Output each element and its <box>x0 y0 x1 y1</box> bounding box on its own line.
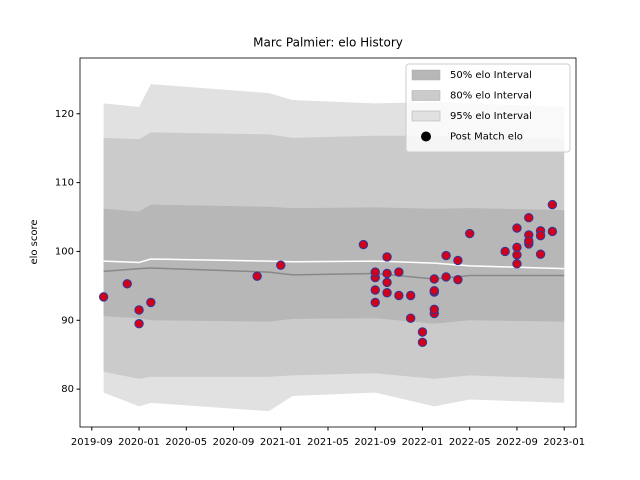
x-tick-label: 2020-01 <box>118 437 160 448</box>
data-point <box>535 230 546 241</box>
data-point <box>370 267 380 277</box>
data-point <box>98 292 109 302</box>
x-tick-label: 2023-01 <box>543 437 585 448</box>
data-point <box>405 313 416 323</box>
data-point <box>441 250 451 261</box>
data-point <box>429 274 439 284</box>
x-tick-label: 2021-01 <box>260 437 302 448</box>
legend-swatch <box>411 69 441 81</box>
data-point <box>276 260 286 270</box>
data-point <box>429 285 439 296</box>
legend: 50% elo Interval 80% elo Interval 95% elo … <box>405 63 571 153</box>
plot-area <box>98 84 565 412</box>
data-point <box>417 327 428 337</box>
y-tick-label: 90 <box>61 315 74 326</box>
data-point <box>252 271 262 281</box>
data-point <box>417 337 428 348</box>
y-tick-label: 110 <box>55 178 74 189</box>
data-point <box>382 277 392 288</box>
data-point <box>453 274 463 285</box>
data-point <box>370 297 380 308</box>
chart-title: Marc Palmier: elo History <box>253 36 403 50</box>
legend-marker <box>421 131 431 142</box>
data-point <box>441 272 451 282</box>
data-point <box>382 252 392 262</box>
data-point <box>512 242 522 253</box>
data-point <box>453 255 463 266</box>
legend-label: 50% elo Interval <box>450 70 532 81</box>
x-tick-label: 2020-09 <box>213 437 255 448</box>
x-tick-label: 2021-05 <box>307 437 349 448</box>
x-tick-label: 2022-05 <box>449 437 491 448</box>
data-point <box>382 288 392 298</box>
y-axis-label: elo score <box>29 219 40 264</box>
data-point <box>370 285 380 295</box>
data-point <box>358 239 369 250</box>
data-point <box>524 213 534 223</box>
x-tick-label: 2020-05 <box>165 437 207 448</box>
x-tick-label: 2019-09 <box>71 437 113 448</box>
data-point <box>512 259 522 269</box>
legend-label: 95% elo Interval <box>450 111 532 122</box>
data-point <box>405 290 416 301</box>
data-point <box>134 305 144 315</box>
data-point <box>500 246 510 257</box>
data-point <box>394 267 404 277</box>
data-point <box>394 290 404 301</box>
data-point <box>535 249 546 259</box>
interval-band <box>103 204 565 324</box>
data-point <box>524 236 534 246</box>
data-point <box>146 297 156 308</box>
legend-label: 80% elo Interval <box>450 91 532 102</box>
legend-swatch <box>411 110 441 122</box>
data-point <box>382 268 392 279</box>
legend-swatch <box>411 90 441 101</box>
data-point <box>547 199 558 210</box>
x-tick-label: 2022-09 <box>496 437 538 448</box>
data-point <box>465 228 475 239</box>
x-tick-label: 2021-09 <box>354 437 396 448</box>
data-point <box>547 226 558 237</box>
y-tick-label: 120 <box>55 109 74 120</box>
data-point <box>512 223 522 233</box>
x-tick-label: 2022-01 <box>402 437 444 448</box>
legend-box <box>405 63 571 153</box>
legend-label: Post Match elo <box>450 132 523 143</box>
y-tick-label: 100 <box>55 246 74 257</box>
y-tick-label: 80 <box>61 384 74 395</box>
data-point <box>429 304 439 314</box>
data-point <box>122 279 132 289</box>
data-point <box>134 319 144 329</box>
